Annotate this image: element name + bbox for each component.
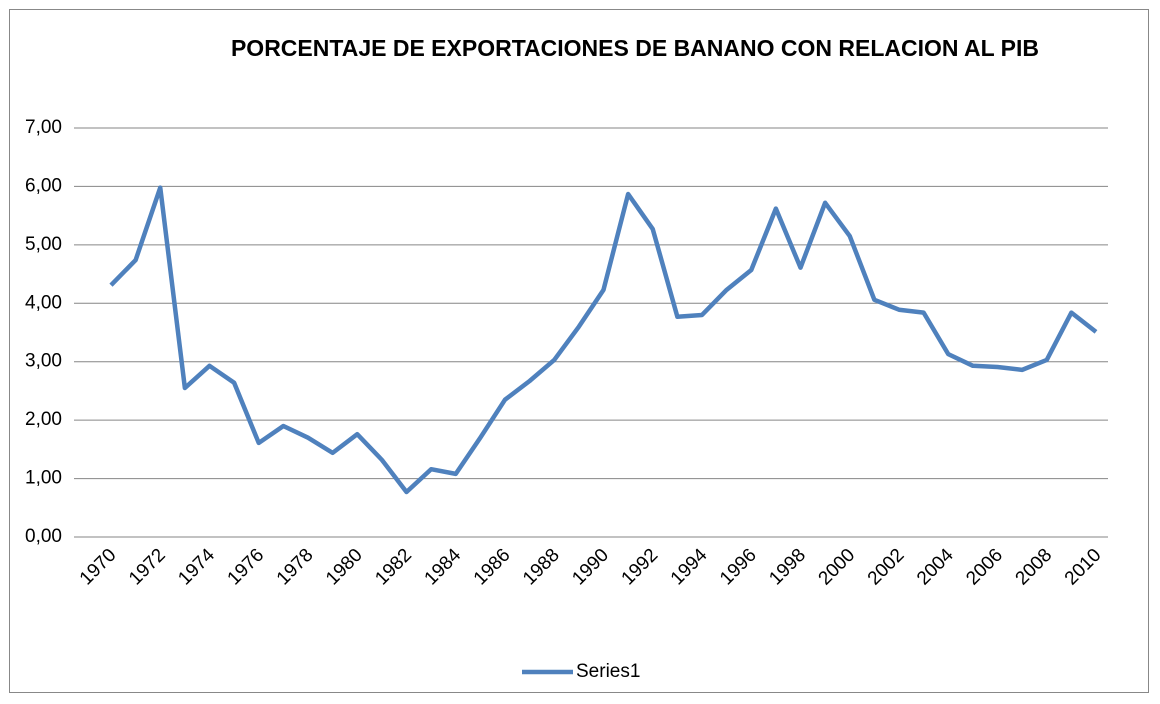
y-tick-label: 4,00 <box>25 292 62 313</box>
x-tick-label: 1978 <box>273 545 318 590</box>
x-tick-label: 1994 <box>667 544 712 589</box>
x-tick-label: 1974 <box>174 544 219 589</box>
x-tick-label: 2000 <box>815 545 860 590</box>
legend-label: Series1 <box>576 661 640 682</box>
x-tick-label: 1998 <box>765 545 810 590</box>
y-tick-label: 1,00 <box>25 468 62 489</box>
y-tick-label: 2,00 <box>25 409 62 430</box>
x-tick-label: 1976 <box>224 545 269 590</box>
chart-title: PORCENTAJE DE EXPORTACIONES DE BANANO CO… <box>230 35 1040 61</box>
x-tick-label: 1972 <box>125 545 170 590</box>
y-tick-label: 6,00 <box>25 175 62 196</box>
x-tick-label: 2004 <box>913 544 958 589</box>
x-tick-label: 1984 <box>421 544 466 589</box>
x-tick-label: 1990 <box>568 545 613 590</box>
x-tick-label: 2010 <box>1061 545 1106 590</box>
x-tick-label: 1980 <box>322 545 367 590</box>
x-tick-label: 1970 <box>76 545 121 590</box>
y-tick-label: 3,00 <box>25 351 62 372</box>
y-tick-label: 5,00 <box>25 234 62 255</box>
x-tick-label: 1996 <box>716 545 761 590</box>
x-tick-label: 1986 <box>470 545 515 590</box>
series-line <box>109 185 1098 495</box>
x-tick-label: 2006 <box>962 545 1007 590</box>
x-tick-label: 1982 <box>371 545 416 590</box>
x-tick-label: 1992 <box>618 545 663 590</box>
x-tick-label: 2008 <box>1012 545 1057 590</box>
y-tick-label: 0,00 <box>25 526 62 547</box>
x-tick-label: 2002 <box>864 545 909 590</box>
y-tick-label: 7,00 <box>25 117 62 138</box>
x-tick-label: 1988 <box>519 545 564 590</box>
chart-frame <box>9 9 1149 693</box>
